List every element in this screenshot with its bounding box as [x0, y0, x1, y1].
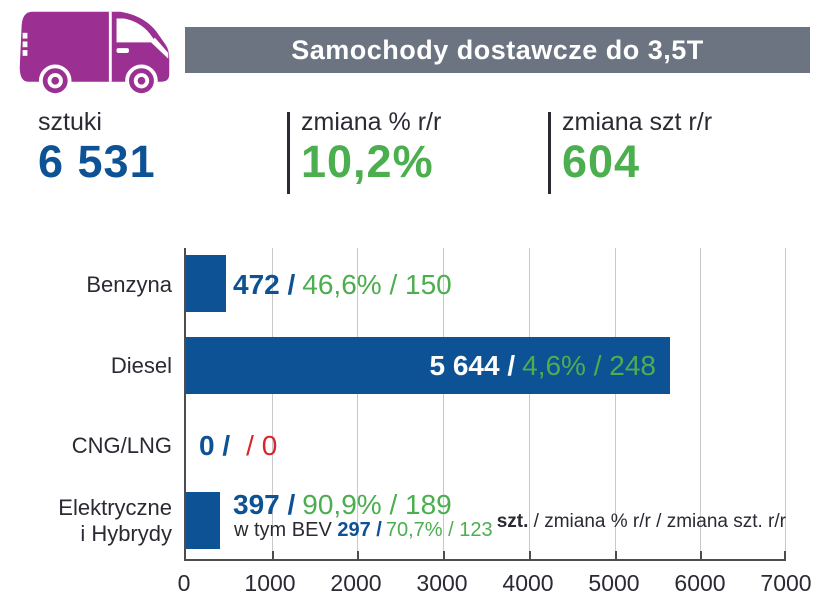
benzyna-change: 46,6% / 150 [302, 269, 452, 300]
category-label-elektryczne-hybrydy: Elektryczne i Hybrydy [58, 495, 172, 546]
stat-divider [287, 112, 290, 194]
axis-tick [700, 551, 703, 559]
stat-pct-change-label: zmiana % r/r [301, 108, 442, 136]
stat-unit-change: zmiana szt r/r 604 [562, 108, 712, 186]
gridline-1000 [271, 248, 273, 559]
axis-tick [271, 551, 274, 559]
bev-change: 70,7% / 123 [385, 519, 493, 541]
diesel-units: 5 644 / [429, 350, 516, 381]
x-tick-label-5000: 5000 [588, 570, 640, 596]
gridline-2000 [357, 248, 359, 559]
value-label-diesel: 5 644 /4,6% / 248 [429, 350, 656, 382]
gridline-6000 [700, 248, 702, 559]
stat-pct-change: zmiana % r/r 10,2% [301, 108, 441, 186]
bar-chart-plot-area [184, 248, 786, 561]
value-label-cng-lng: 0 / / 0 [199, 430, 277, 462]
gridline-7000 [785, 248, 786, 559]
value-label-bev-subset: w tym BEV 297 /70,7% / 123 [234, 519, 493, 542]
axis-tick [784, 551, 786, 559]
elektryczne-units: 397 / [233, 489, 296, 520]
axis-tick [443, 551, 446, 559]
legend-units-term: szt. [496, 511, 529, 532]
stat-units: sztuki 6 531 [38, 108, 156, 186]
category-label-benzyna: Benzyna [86, 272, 172, 297]
benzyna-units: 472 / [233, 269, 296, 300]
value-label-benzyna: 472 /46,6% / 150 [233, 269, 452, 301]
axis-tick [614, 551, 617, 559]
bar-elektryczne-hybrydy [186, 492, 221, 549]
x-tick-label-2000: 2000 [330, 570, 382, 596]
x-axis: 0 1000 2000 3000 4000 5000 6000 7000 [141, 570, 830, 600]
value-label-elektryczne: 397 /90,9% / 189 [233, 489, 452, 521]
x-tick-label-4000: 4000 [502, 570, 554, 596]
x-tick-label-0: 0 [177, 570, 191, 596]
stat-divider [548, 112, 551, 194]
delivery-van-icon [19, 11, 170, 98]
stat-unit-change-label: zmiana szt r/r [562, 108, 713, 136]
bar-diesel [186, 337, 670, 394]
bev-prefix: w tym BEV [234, 519, 338, 541]
diesel-change: 4,6% / 248 [522, 350, 656, 381]
legend-rest: / zmiana % r/r / zmiana szt. r/r [528, 511, 786, 532]
x-tick-label-7000: 7000 [760, 570, 812, 596]
elektryczne-change: 90,9% / 189 [302, 489, 452, 520]
x-tick-label-3000: 3000 [416, 570, 468, 596]
gridline-5000 [614, 248, 616, 559]
bev-units: 297 / [337, 519, 382, 541]
category-label-diesel: Diesel [110, 353, 172, 378]
chart-legend: szt. / zmiana % r/r / zmiana szt. r/r [497, 511, 786, 533]
gridline-4000 [528, 248, 530, 559]
bar-benzyna [186, 255, 227, 312]
stat-pct-change-value: 10,2% [301, 135, 434, 187]
x-tick-label-1000: 1000 [244, 570, 296, 596]
stat-units-label: sztuki [38, 108, 102, 136]
stat-units-value: 6 531 [38, 135, 156, 187]
axis-tick [357, 551, 360, 559]
gridline-3000 [443, 248, 445, 559]
category-label-cng-lng: CNG/LNG [71, 433, 172, 458]
cng-change: / 0 [246, 430, 278, 461]
x-tick-label-6000: 6000 [674, 570, 726, 596]
stat-unit-change-value: 604 [562, 135, 641, 187]
axis-tick [528, 551, 531, 559]
title-banner: Samochody dostawcze do 3,5T [185, 27, 810, 73]
cng-units: 0 / [199, 430, 231, 461]
page-title: Samochody dostawcze do 3,5T [291, 34, 704, 65]
